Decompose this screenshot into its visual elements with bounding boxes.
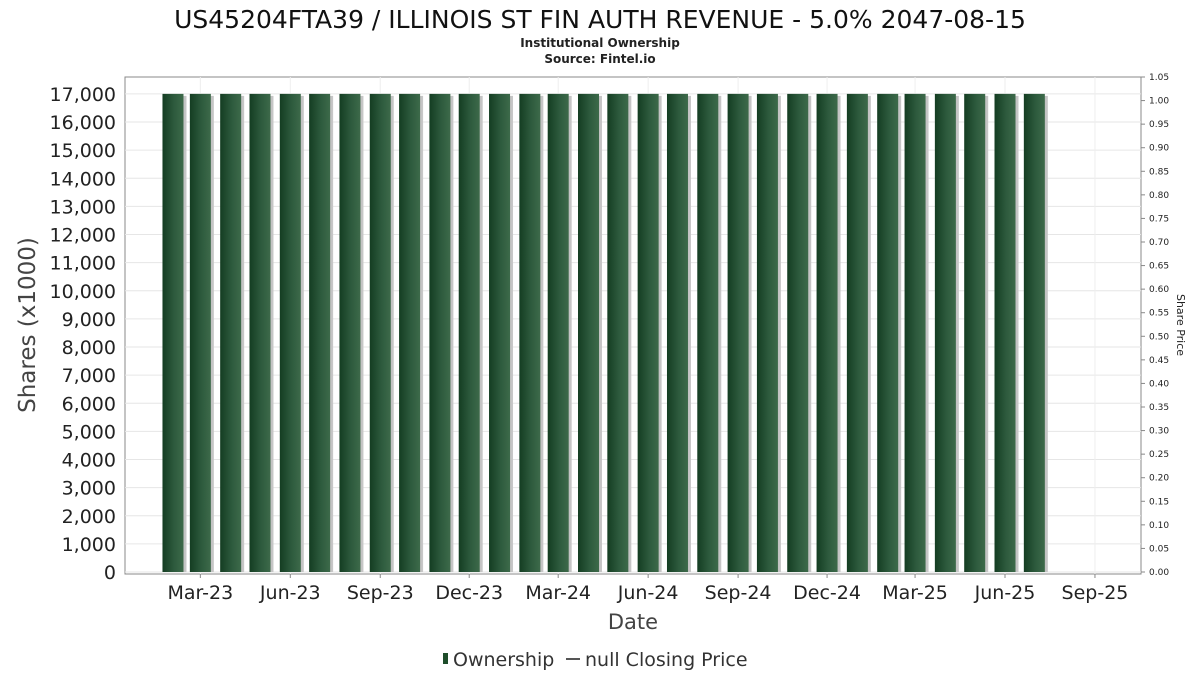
y2-tick-label: 0.55: [1149, 309, 1169, 319]
x-tick-label: Mar-23: [168, 582, 234, 604]
ownership-bar: [458, 93, 480, 572]
plot-area: [124, 76, 1142, 575]
y2-tick-label: 1.05: [1149, 73, 1169, 83]
legend: Ownership null Closing Price: [443, 649, 748, 671]
ownership-bar: [756, 93, 778, 572]
ownership-bar: [697, 93, 719, 572]
ownership-bar: [547, 93, 569, 572]
ownership-bar: [519, 93, 541, 572]
ownership-bar: [846, 93, 868, 572]
y-tick-label: 5,000: [62, 421, 116, 443]
ownership-bar: [489, 93, 511, 572]
legend-ownership-label: Ownership: [453, 649, 554, 671]
y-tick-label: 3,000: [62, 478, 116, 500]
x-tick-label: Sep-23: [347, 582, 414, 604]
y-tick-label: 17,000: [50, 84, 116, 106]
chart-source: Source: Fintel.io: [544, 52, 655, 66]
y-tick-label: 9,000: [62, 309, 116, 331]
y2-tick-label: 0.20: [1149, 474, 1169, 484]
ownership-bar: [904, 93, 926, 572]
ownership-bar: [369, 93, 391, 572]
x-axis-label: Date: [608, 610, 658, 634]
ownership-bar: [994, 93, 1016, 572]
y2-tick-label: 0.65: [1149, 262, 1169, 272]
ownership-bar: [309, 93, 331, 572]
ownership-bar: [279, 93, 301, 572]
ownership-bar: [578, 93, 600, 572]
y-axis-label: Shares (x1000): [15, 237, 41, 413]
x-tick-label: Jun-25: [974, 582, 1036, 604]
y-tick-label: 6,000: [62, 393, 116, 415]
y2-tick-label: 0.50: [1149, 332, 1169, 342]
y2-tick-label: 0.45: [1149, 356, 1169, 366]
y-tick-label: 16,000: [50, 112, 116, 134]
y2-axis-label: Share Price: [1174, 294, 1187, 356]
ownership-bar: [249, 93, 271, 572]
ownership-bar: [607, 93, 629, 572]
y-tick-label: 2,000: [62, 506, 116, 528]
y-tick-label: 7,000: [62, 365, 116, 387]
y2-tick-label: 0.70: [1149, 238, 1169, 248]
ownership-bar: [339, 93, 361, 572]
x-tick-label: Dec-23: [435, 582, 503, 604]
y2-tick-label: 1.00: [1149, 97, 1169, 107]
y-tick-label: 0: [104, 562, 116, 584]
y-tick-label: 13,000: [50, 196, 116, 218]
chart-title: US45204FTA39 / ILLINOIS ST FIN AUTH REVE…: [174, 5, 1026, 34]
x-tick-label: Jun-23: [259, 582, 321, 604]
legend-ownership-swatch: [443, 653, 448, 664]
ownership-bar: [666, 93, 688, 572]
y2-tick-label: 0.05: [1149, 544, 1169, 554]
ownership-bar: [399, 93, 421, 572]
ownership-bar: [637, 93, 659, 572]
y2-tick-label: 0.25: [1149, 450, 1169, 460]
chart-subtitle: Institutional Ownership: [520, 36, 680, 50]
x-tick-label: Jun-24: [617, 582, 679, 604]
ownership-bar: [934, 93, 956, 572]
y2-tick-label: 0.10: [1149, 521, 1169, 531]
y-tick-label: 15,000: [50, 140, 116, 162]
y2-tick-label: 0.00: [1149, 568, 1169, 578]
y-tick-label: 1,000: [62, 534, 116, 556]
y2-tick-label: 0.60: [1149, 285, 1169, 295]
x-tick-label: Sep-25: [1062, 582, 1129, 604]
y2-tick-label: 0.80: [1149, 191, 1169, 201]
y2-tick-label: 0.30: [1149, 427, 1169, 437]
ownership-bar: [189, 93, 211, 572]
y-tick-label: 14,000: [50, 168, 116, 190]
y-tick-label: 4,000: [62, 450, 116, 472]
bars: [162, 93, 1048, 572]
y-axis: 0 1,000 2,000 3,000 4,000 5,000 6,000 7,000 8,00…: [50, 84, 116, 584]
y-tick-label: 11,000: [50, 253, 116, 275]
y2-tick-label: 0.35: [1149, 403, 1169, 413]
x-tick-label: Mar-24: [525, 582, 591, 604]
ownership-bar: [162, 93, 184, 572]
ownership-bar: [816, 93, 838, 572]
x-tick-label: Dec-24: [793, 582, 861, 604]
ownership-bar: [220, 93, 242, 572]
ownership-bar: [1023, 93, 1045, 572]
y-tick-label: 8,000: [62, 337, 116, 359]
y2-tick-label: 0.90: [1149, 144, 1169, 154]
y2-tick-label: 0.95: [1149, 120, 1169, 130]
x-axis: Mar-23 Jun-23 Sep-23 Dec-23 Mar-24 Jun-24 Sep-…: [168, 574, 1129, 604]
y2-tick-label: 0.75: [1149, 214, 1169, 224]
ownership-bar: [429, 93, 451, 572]
x-tick-label: Sep-24: [705, 582, 772, 604]
ownership-bar: [787, 93, 809, 572]
ownership-bar: [727, 93, 749, 572]
x-tick-label: Mar-25: [882, 582, 948, 604]
y2-tick-label: 0.85: [1149, 167, 1169, 177]
y-tick-label: 12,000: [50, 225, 116, 247]
y-tick-label: 10,000: [50, 281, 116, 303]
y2-tick-label: 0.15: [1149, 497, 1169, 507]
ownership-bar: [964, 93, 986, 572]
y2-axis: 0.00 0.05 0.10 0.15 0.20 0.25 0.30 0.35 0.40 0.45…: [1141, 73, 1169, 578]
legend-price-label: null Closing Price: [585, 649, 748, 671]
y2-tick-label: 0.40: [1149, 379, 1169, 389]
ownership-bar: [877, 93, 899, 572]
